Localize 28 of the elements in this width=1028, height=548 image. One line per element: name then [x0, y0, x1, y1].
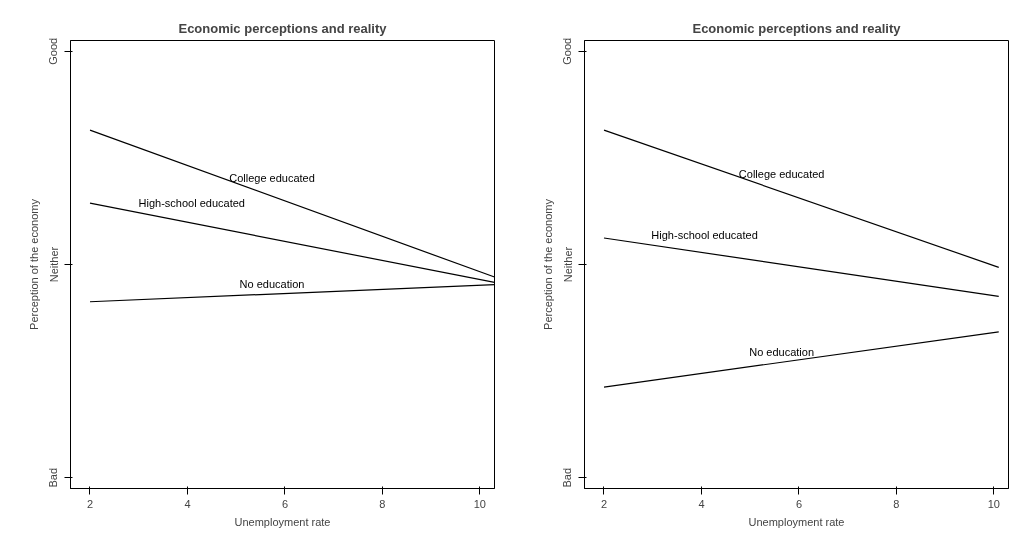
series-label: High-school educated — [138, 196, 245, 209]
text: Bad — [47, 467, 60, 488]
series-label: College educated — [229, 172, 315, 185]
series-label: No education — [239, 278, 305, 291]
x-tick-label: 2 — [600, 497, 608, 510]
x-tick-label: 8 — [893, 497, 900, 510]
series-label: High-school educated — [651, 228, 758, 241]
x-axis-title: Unemployment rate — [748, 515, 845, 528]
chart-title: Economic perceptions and reality — [692, 20, 902, 36]
text: Good — [561, 37, 574, 65]
x-tick-label: 8 — [379, 497, 386, 510]
chart-title: Economic perceptions and reality — [178, 20, 388, 36]
x-tick-label: 6 — [795, 497, 802, 510]
text: Bad — [561, 467, 574, 488]
x-tick-label: 10 — [473, 497, 487, 510]
series-label: College educated — [738, 167, 825, 180]
text: Good — [47, 37, 60, 65]
y-axis-title: Perception of the economy — [541, 198, 554, 330]
x-tick-label: 4 — [184, 497, 191, 510]
text: Neither — [561, 246, 574, 283]
x-tick-label: 2 — [86, 497, 94, 510]
x-tick-label: 6 — [281, 497, 288, 510]
y-axis-title: Perception of the economy — [27, 198, 40, 330]
x-tick-label: 4 — [698, 497, 705, 510]
x-tick-label: 10 — [987, 497, 1001, 510]
text: Neither — [47, 246, 60, 283]
x-axis-title: Unemployment rate — [234, 515, 331, 528]
series-label: No education — [749, 346, 815, 359]
